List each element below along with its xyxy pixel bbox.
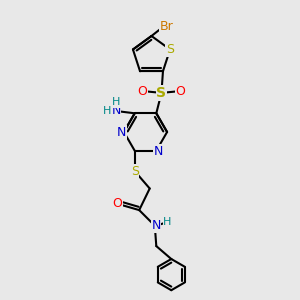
Text: N: N: [154, 145, 163, 158]
Text: S: S: [131, 165, 139, 178]
Text: H: H: [103, 106, 111, 116]
Text: S: S: [157, 86, 166, 100]
Text: O: O: [137, 85, 147, 98]
Text: N: N: [117, 126, 127, 139]
Text: O: O: [176, 85, 186, 98]
Text: S: S: [166, 43, 174, 56]
Text: N: N: [151, 219, 161, 232]
Text: H: H: [163, 217, 172, 227]
Text: Br: Br: [160, 20, 173, 33]
Text: H: H: [112, 98, 120, 107]
Text: N: N: [111, 104, 121, 117]
Text: O: O: [112, 197, 122, 210]
